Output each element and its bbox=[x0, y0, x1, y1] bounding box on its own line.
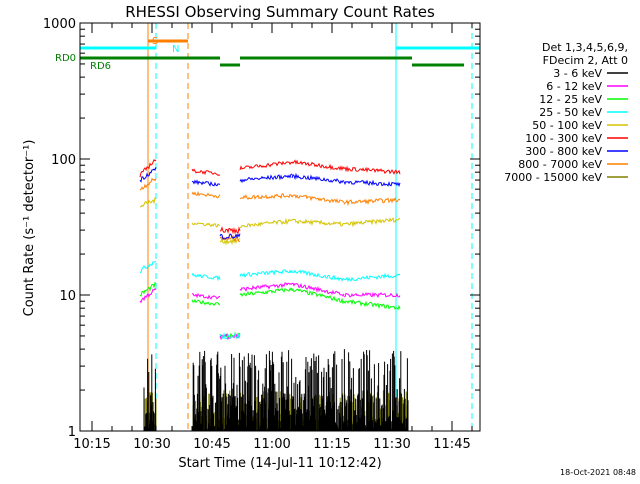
series-line bbox=[239, 193, 401, 207]
series-line bbox=[191, 298, 221, 306]
legend-header: FDecim 2, Att 0 bbox=[543, 54, 628, 67]
legend-header: Det 1,3,4,5,6,9, bbox=[542, 41, 628, 54]
flag-label-rd6: RD6 bbox=[90, 61, 111, 72]
x-tick-label: 11:45 bbox=[433, 437, 470, 452]
flag-label-s: S bbox=[152, 36, 158, 47]
legend-label: 3 - 6 keV bbox=[553, 67, 602, 80]
series-line bbox=[139, 158, 157, 178]
y-tick-label: 100 bbox=[51, 153, 76, 168]
legend-label: 12 - 25 keV bbox=[539, 93, 602, 106]
series-line bbox=[219, 332, 241, 340]
series-line bbox=[219, 233, 241, 240]
x-tick-label: 10:45 bbox=[193, 437, 230, 452]
series-line bbox=[139, 288, 157, 304]
plot-frame bbox=[79, 22, 481, 432]
series-line bbox=[191, 168, 221, 176]
series-line bbox=[219, 226, 241, 235]
series-line bbox=[239, 269, 401, 283]
x-tick-label: 11:15 bbox=[313, 437, 350, 452]
legend-label: 100 - 300 keV bbox=[525, 132, 602, 145]
chart-title: RHESSI Observing Summary Count Rates bbox=[125, 3, 435, 21]
series-line bbox=[143, 349, 409, 431]
legend-label: 800 - 7000 keV bbox=[518, 158, 602, 171]
series-line bbox=[219, 237, 241, 246]
series-line bbox=[239, 217, 401, 228]
legend-label: 7000 - 15000 keV bbox=[504, 171, 602, 184]
series-line bbox=[139, 177, 157, 191]
series-line bbox=[139, 281, 157, 297]
series-line bbox=[139, 196, 157, 208]
flag-label-rd0: RD0 bbox=[55, 53, 76, 64]
y-tick-label: 10 bbox=[59, 289, 76, 304]
series-line bbox=[191, 272, 221, 282]
legend-label: 25 - 50 keV bbox=[539, 106, 602, 119]
series-line bbox=[191, 190, 221, 199]
series-line bbox=[239, 172, 401, 188]
y-axis-label: Count Rate (s⁻¹ detector⁻¹) bbox=[22, 140, 37, 317]
legend-label: 300 - 800 keV bbox=[525, 145, 602, 158]
series-line bbox=[191, 222, 221, 228]
flag-label-n: N bbox=[172, 44, 179, 55]
timestamp: 18-Oct-2021 08:48 bbox=[560, 468, 636, 477]
y-tick-label: 1000 bbox=[43, 17, 76, 32]
x-tick-label: 11:00 bbox=[253, 437, 290, 452]
x-tick-label: 10:30 bbox=[133, 437, 170, 452]
series-line bbox=[191, 293, 221, 300]
x-axis-label: Start Time (14-Jul-11 10:12:42) bbox=[178, 456, 381, 471]
x-tick-label: 11:30 bbox=[373, 437, 410, 452]
series-line bbox=[192, 179, 221, 187]
series-line bbox=[239, 159, 401, 175]
x-tick-label: 10:15 bbox=[73, 437, 110, 452]
series-line bbox=[239, 282, 401, 298]
y-tick-label: 1 bbox=[68, 425, 76, 440]
series-line bbox=[139, 260, 157, 274]
legend-label: 50 - 100 keV bbox=[532, 119, 602, 132]
series-line bbox=[239, 287, 401, 311]
series-line bbox=[139, 167, 157, 183]
legend-label: 6 - 12 keV bbox=[546, 80, 602, 93]
